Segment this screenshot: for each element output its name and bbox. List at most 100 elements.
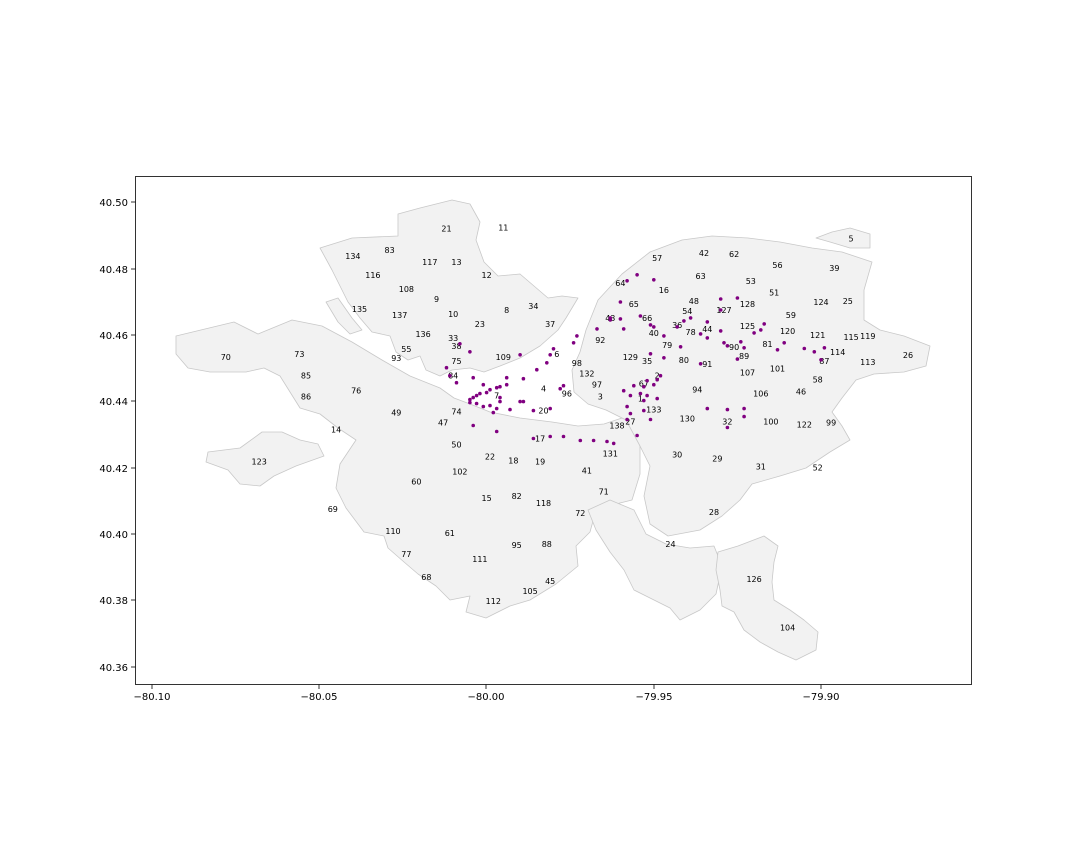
region-label: 19 <box>535 457 545 466</box>
region-label: 97 <box>592 381 602 390</box>
x-tick-label: −80.05 <box>300 692 337 703</box>
region-label: 47 <box>438 419 448 428</box>
region-label: 25 <box>843 297 853 306</box>
region-label: 76 <box>351 387 361 396</box>
region-label: 11 <box>498 223 508 232</box>
region-label: 110 <box>385 527 400 536</box>
x-tick-label: −79.95 <box>635 692 672 703</box>
region-label: 39 <box>829 264 839 273</box>
axes-frame <box>135 176 972 685</box>
data-point <box>504 382 509 387</box>
data-point <box>725 407 730 412</box>
region-label: 48 <box>689 297 699 306</box>
data-point <box>638 314 643 318</box>
data-point <box>698 332 703 336</box>
region-label: 120 <box>780 327 795 336</box>
data-point <box>444 365 449 370</box>
region-label: 138 <box>609 422 624 431</box>
region-label: 40 <box>649 329 659 338</box>
data-point <box>545 361 549 365</box>
region-label: 8 <box>504 306 509 315</box>
data-point <box>625 417 629 422</box>
region-label: 10 <box>448 310 458 319</box>
region-label: 20 <box>538 407 548 416</box>
region-label: 112 <box>486 597 501 606</box>
region-label: 128 <box>740 300 755 309</box>
region-label: 115 <box>843 333 858 342</box>
region-shape <box>325 297 363 335</box>
data-point <box>759 328 763 332</box>
region-label: 73 <box>294 350 304 359</box>
data-point <box>645 393 649 398</box>
data-point <box>735 296 740 300</box>
data-point <box>632 383 636 388</box>
region-label: 41 <box>582 466 592 475</box>
region-label: 77 <box>401 550 411 559</box>
data-point <box>648 352 653 356</box>
data-point <box>652 325 656 329</box>
data-point <box>648 323 653 327</box>
region-label: 13 <box>451 258 461 267</box>
region-label: 131 <box>603 449 618 458</box>
data-point <box>762 322 766 326</box>
data-point <box>822 346 827 350</box>
region-label: 125 <box>740 322 755 331</box>
region-shape <box>815 227 871 249</box>
data-point <box>488 387 492 392</box>
data-point <box>531 436 536 441</box>
region-label: 109 <box>496 353 511 362</box>
data-point <box>608 318 613 322</box>
region-label: 98 <box>572 359 582 368</box>
y-tick-label: 40.42 <box>99 464 128 475</box>
region-label: 7 <box>494 392 499 401</box>
data-point <box>742 414 746 419</box>
data-point <box>448 373 452 378</box>
data-point <box>491 410 496 415</box>
region-label: 3 <box>598 393 603 402</box>
data-point <box>775 348 780 352</box>
region-label: 42 <box>699 249 709 258</box>
region-label: 88 <box>542 540 552 549</box>
data-point <box>618 300 623 304</box>
data-point <box>718 297 723 301</box>
region-label: 127 <box>716 306 731 315</box>
data-point <box>481 382 486 387</box>
region-shape <box>175 319 641 619</box>
x-tick-label: −79.90 <box>802 692 839 703</box>
data-point <box>635 433 639 438</box>
data-point <box>595 327 599 331</box>
region-label: 87 <box>819 357 829 366</box>
region-label: 124 <box>813 298 828 307</box>
data-point <box>705 406 710 411</box>
region-label: 44 <box>702 325 712 334</box>
region-label: 31 <box>756 462 766 471</box>
region-label: 95 <box>512 541 522 550</box>
data-point <box>518 353 522 357</box>
region-label: 37 <box>545 320 555 329</box>
data-point <box>468 397 472 402</box>
data-point <box>718 329 723 333</box>
data-point <box>471 423 476 428</box>
region-label: 50 <box>451 440 461 449</box>
region-label: 130 <box>680 415 695 424</box>
data-point <box>605 439 609 444</box>
region-label: 101 <box>770 365 785 374</box>
data-point <box>558 386 562 391</box>
region-label: 6 <box>554 350 559 359</box>
region-label: 22 <box>485 452 495 461</box>
region-label: 104 <box>780 623 795 632</box>
data-point <box>628 393 633 398</box>
data-point <box>548 434 552 439</box>
region-label: 64 <box>615 279 625 288</box>
region-label: 33 <box>448 334 458 343</box>
y-tick-label: 40.40 <box>99 530 128 541</box>
region-label: 126 <box>746 575 761 584</box>
data-point <box>471 395 476 400</box>
region-label: 12 <box>482 271 492 280</box>
region-label: 105 <box>522 587 537 596</box>
data-point <box>662 356 666 360</box>
data-point <box>494 429 499 434</box>
data-point <box>678 345 683 349</box>
data-point <box>642 408 646 413</box>
region-label: 107 <box>740 369 755 378</box>
